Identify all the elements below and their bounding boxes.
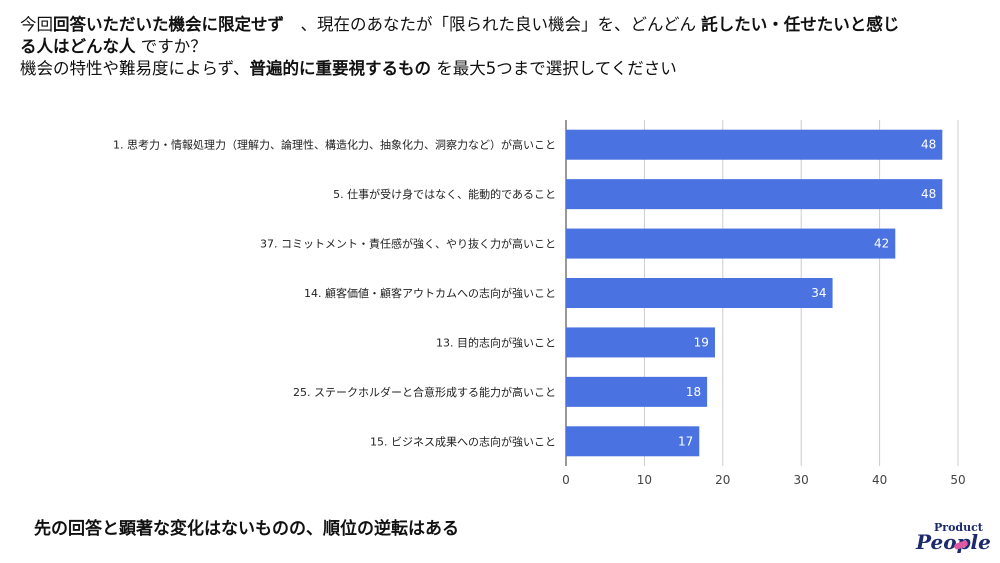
data-label: 18 [686, 385, 701, 399]
data-label: 34 [811, 286, 826, 300]
bar [566, 327, 715, 358]
data-label: 19 [694, 335, 709, 349]
category-label: 5. 仕事が受け身ではなく、能動的であること [333, 187, 556, 201]
x-tick-label: 20 [715, 473, 730, 487]
footer-note: 先の回答と顕著な変化はないものの、順位の逆転はある [34, 519, 459, 539]
category-label: 37. コミットメント・責任感が強く、やり抜く力が高いこと [260, 237, 556, 251]
bar [566, 228, 896, 259]
data-label: 17 [678, 434, 693, 448]
bar-chart: 0 10 20 30 40 50 1. 思考力・情報処理力（理解力、論理性、構造化力、抽象化… [113, 120, 966, 487]
bar [566, 376, 708, 407]
bar [566, 426, 700, 457]
x-tick-label: 10 [637, 473, 652, 487]
category-label: 25. ステークホルダーと合意形成する能力が高いこと [293, 385, 556, 399]
x-tick-label: 50 [950, 473, 965, 487]
bar [566, 129, 943, 160]
heading-line-2: る人はどんな人 ですか？ [20, 36, 980, 58]
heading-line1-segment-2: 、現在のあなたが「限られた良い機会」を、どんどん [284, 15, 702, 34]
heading-line3-segment-2: を最大5つまで選択してください [431, 59, 677, 78]
category-label: 14. 顧客価値・顧客アウトカムへの志向が強いこと [304, 286, 556, 300]
bar [566, 278, 833, 308]
x-tick-label: 40 [872, 473, 887, 487]
logo-text-bottom: People [916, 530, 991, 554]
category-label: 1. 思考力・情報処理力（理解力、論理性、構造化力、抽象化力、洞察力など）が高い… [113, 138, 556, 152]
heading-line-1: 今回回答いただいた機会に限定せず 、現在のあなたが「限られた良い機会」を、どんど… [20, 14, 980, 36]
heading-line1-segment-0: 今回 [20, 15, 53, 34]
heading-line1-segment-1: 回答いただいた機会に限定せず [53, 15, 284, 34]
x-tick-label: 0 [562, 473, 570, 487]
heading-line3-segment-1: 普遍的に重要視するもの [249, 59, 432, 78]
x-tick-label: 30 [794, 473, 809, 487]
heading-line1-segment-3: 託したい・任せたいと感じ [701, 15, 900, 34]
heading-line2-segment-0: る人はどんな人 [20, 37, 136, 56]
product-people-logo: Product People [912, 520, 992, 556]
bar [566, 179, 943, 210]
heading-line2-segment-1: ですか？ [135, 37, 207, 56]
heading-line3-segment-0: 機会の特性や難易度によらず、 [20, 59, 250, 78]
data-label: 48 [921, 187, 936, 201]
data-label: 42 [874, 237, 889, 251]
chart-heading: 今回回答いただいた機会に限定せず 、現在のあなたが「限られた良い機会」を、どんど… [20, 14, 980, 80]
logo-text-top: Product [934, 521, 983, 534]
category-label: 15. ビジネス成果への志向が強いこと [370, 434, 556, 448]
data-label: 48 [921, 138, 936, 152]
category-label: 13. 目的志向が強いこと [436, 335, 556, 349]
heading-line-3: 機会の特性や難易度によらず、普遍的に重要視するもの を最大5つまで選択してくださ… [20, 58, 980, 80]
